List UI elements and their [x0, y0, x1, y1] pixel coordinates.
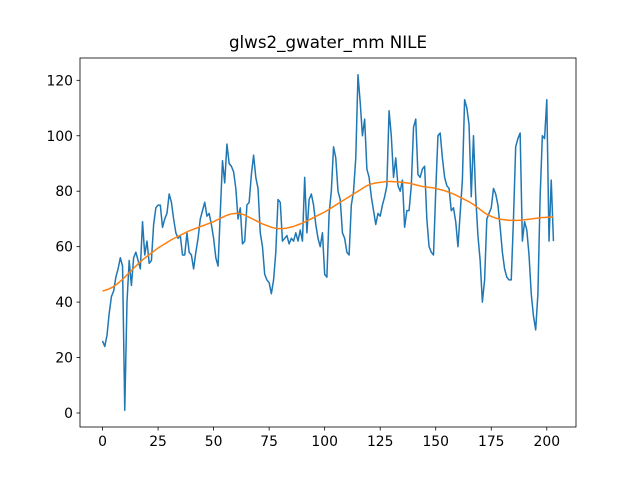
x-tick-label: 200 [534, 434, 561, 450]
y-tick-label: 80 [55, 184, 73, 200]
x-tick-label: 125 [367, 434, 394, 450]
plot-frame [79, 57, 577, 428]
x-tick-label: 100 [311, 434, 338, 450]
y-tick-label: 100 [46, 129, 73, 145]
y-tick-label: 120 [46, 73, 73, 89]
x-tick-label: 25 [149, 434, 167, 450]
x-tick-label: 150 [422, 434, 449, 450]
y-tick-label: 20 [55, 351, 73, 367]
x-tick-label: 50 [205, 434, 223, 450]
chart-title: glws2_gwater_mm NILE [229, 32, 427, 53]
x-tick-label: 0 [98, 434, 107, 450]
x-tick-label: 75 [260, 434, 278, 450]
y-tick-label: 60 [55, 240, 73, 256]
y-tick-label: 0 [64, 406, 73, 422]
data-line [101, 74, 555, 411]
data-line [102, 180, 554, 292]
x-tick-label: 175 [478, 434, 505, 450]
y-tick-label: 40 [55, 295, 73, 311]
